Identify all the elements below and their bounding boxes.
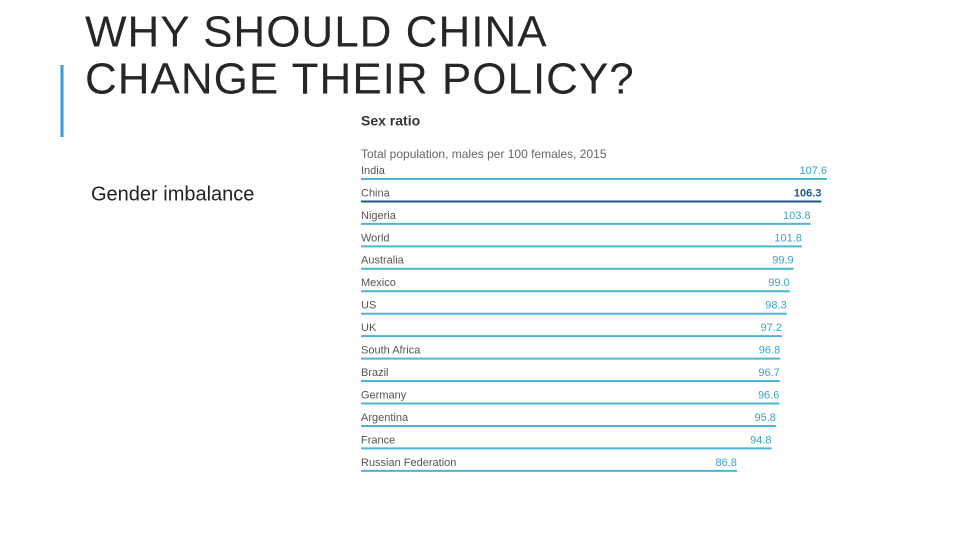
value-label: 97.2 [761,322,782,334]
value-label: 94.8 [750,434,771,446]
value-label: 99.9 [772,255,793,267]
slide-title: CHANGE THEIR POLICY? [85,55,635,104]
category-label: Russian Federation [361,457,456,469]
category-label: Mexico [361,277,396,289]
slide-title: WHY SHOULD CHINA [85,8,548,57]
value-label: 95.8 [754,412,775,424]
value-label: 106.3 [794,187,822,199]
category-label: South Africa [361,345,421,357]
value-label: 103.8 [783,210,811,222]
category-label: Australia [361,255,405,267]
category-label: India [361,165,386,177]
category-label: Brazil [361,367,389,379]
category-label: Germany [361,389,407,401]
value-label: 86.8 [715,457,736,469]
category-label: UK [361,322,377,334]
value-label: 99.0 [768,277,789,289]
chart-title: Sex ratio [361,113,420,129]
value-label: 96.6 [758,389,779,401]
value-label: 98.3 [765,300,786,312]
category-label: World [361,232,390,244]
bullet: Gender imbalance [91,183,254,205]
value-label: 101.8 [774,232,802,244]
category-label: Argentina [361,412,409,424]
value-label: 96.8 [759,345,780,357]
value-label: 96.7 [758,367,779,379]
chart-subtitle: Total population, males per 100 females,… [361,147,607,161]
category-label: France [361,434,395,446]
category-label: China [361,187,391,199]
value-label: 107.6 [799,165,827,177]
category-label: Nigeria [361,210,397,222]
category-label: US [361,300,376,312]
